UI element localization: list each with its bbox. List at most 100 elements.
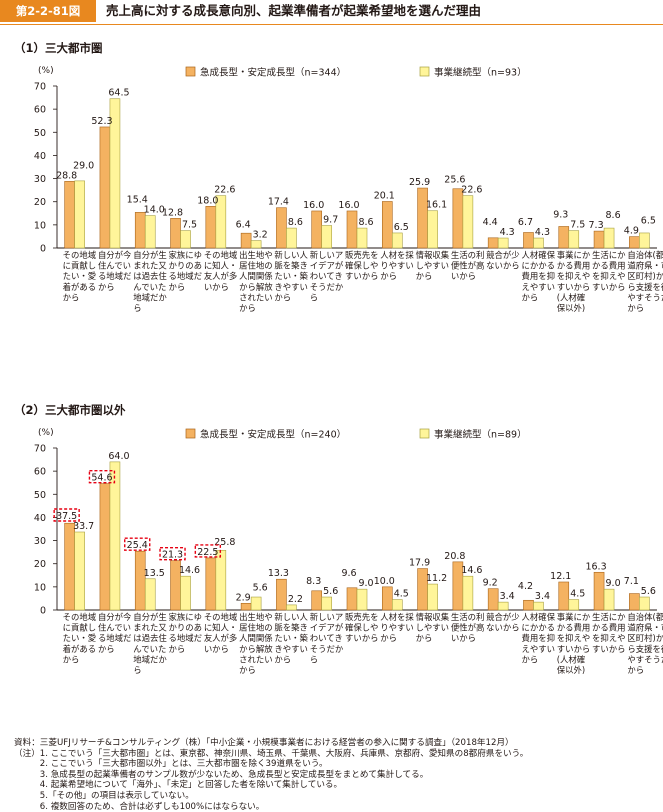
highlight-box [194, 544, 222, 558]
legend-swatch [185, 66, 196, 77]
bar-series1 [593, 230, 605, 249]
category-label: に貢献し [63, 261, 97, 271]
note-3: 3. 急成長型の起業準備者のサンプル数が少ないため、急成長型と安定成長型をまとめ… [14, 769, 429, 780]
category-label: から [274, 654, 291, 664]
bar-series2 [497, 237, 509, 249]
data-label-series2: 3.4 [535, 591, 550, 602]
category-label: ら [133, 665, 141, 675]
category-label: 出生地や [239, 250, 273, 260]
bar-series1 [487, 588, 499, 611]
category-label: しやすい [416, 261, 449, 271]
y-tick-label: 40 [34, 513, 46, 524]
category-label: 居住地の [239, 261, 273, 271]
bar-series1 [134, 212, 146, 249]
y-tick-label: 0 [40, 244, 46, 255]
bar-series1 [381, 586, 393, 611]
data-label-series1: 4.2 [518, 581, 533, 592]
bar-series2 [356, 227, 368, 249]
category-label: 脈を築き [274, 261, 308, 271]
data-label-series2: 6.5 [641, 216, 656, 227]
category-label: きやすい [274, 644, 308, 654]
category-label: されたい [239, 292, 273, 302]
category-label: 人間関係 [239, 271, 273, 281]
highlight-box [124, 537, 151, 551]
bar-series1 [134, 550, 146, 611]
category-label: から [627, 665, 644, 675]
category-label: 事業にか [557, 612, 591, 622]
category-label: から解放 [239, 644, 273, 654]
category-label: (人材確 [557, 292, 585, 302]
y-tick-label: 70 [34, 82, 46, 93]
note-4: 4. 起業希望地について「海外」、「未定」と回答した者を除いて集計している。 [14, 780, 343, 791]
legend-label: 事業継続型（n=93） [434, 67, 527, 79]
bar-series2 [462, 195, 474, 249]
data-label-series1: 2.9 [236, 592, 251, 603]
category-label: かる費用 [557, 261, 591, 271]
category-label: まれた又 [133, 623, 167, 633]
bar-series1 [170, 218, 181, 249]
category-label: 便性が高 [451, 623, 485, 633]
category-label: から [98, 282, 115, 292]
data-label-series1: 22.5 [197, 547, 218, 558]
category-label: から [416, 271, 433, 281]
note-2: 2. ここでいう「三大都市圏以外」とは、三大都市圏を除く39道県をいう。 [14, 759, 328, 770]
category-label: かる費用 [557, 623, 591, 633]
bar-series2 [533, 237, 544, 249]
category-label: ら [133, 303, 141, 313]
data-label-series2: 64.5 [108, 88, 129, 99]
bar-series2 [109, 461, 121, 611]
data-label-series2: 9.0 [606, 578, 621, 589]
data-label-series2: 9.7 [323, 215, 338, 226]
y-tick-label: 30 [34, 174, 46, 185]
category-label: 販売先を [345, 612, 379, 622]
data-label-series1: 54.6 [91, 473, 112, 484]
data-label-series2: 4.3 [500, 227, 515, 238]
data-label-series2: 7.5 [570, 220, 585, 231]
bar-series2 [427, 210, 438, 249]
category-label: 地域だか [133, 292, 167, 302]
category-label: きやすい [274, 282, 308, 292]
y-axis-unit: (%) [38, 66, 54, 76]
data-label-series2: 16.1 [426, 200, 447, 211]
bar-series1 [452, 188, 464, 249]
data-label-series2: 14.6 [179, 565, 200, 576]
category-label: を抑えや [592, 633, 626, 643]
bar-series2 [462, 575, 474, 611]
bar-series1 [487, 237, 499, 249]
data-label-series1: 17.4 [268, 197, 289, 208]
category-label: しやすい [416, 623, 449, 633]
category-label: その地域 [204, 612, 238, 622]
bar-series1 [417, 187, 428, 249]
category-label: にかかる [521, 261, 555, 271]
bar-series1 [523, 232, 534, 249]
category-label: えやすい [521, 282, 555, 292]
category-label: 競合が少 [486, 250, 520, 260]
bar-series2 [497, 601, 509, 611]
category-label: わいてき [310, 633, 343, 643]
bar-series2 [603, 227, 615, 249]
data-label-series2: 3.4 [500, 591, 515, 602]
category-label: いから [204, 282, 229, 292]
data-label-series2: 5.6 [253, 582, 268, 593]
data-label-series1: 16.3 [585, 561, 606, 572]
data-label-series2: 14.6 [461, 565, 482, 576]
bar-series2 [568, 230, 580, 249]
category-label: えやすい [521, 644, 555, 654]
panel-title: （2）三大都市圏以外 [14, 403, 126, 417]
y-tick-label: 70 [34, 444, 46, 455]
data-label-series1: 16.0 [303, 200, 324, 211]
category-label: その地域 [63, 612, 97, 622]
category-label: に知人・ [204, 623, 238, 633]
data-label-series2: 25.8 [214, 537, 235, 548]
data-label-series1: 25.6 [444, 175, 465, 186]
data-label-series1: 4.9 [624, 226, 639, 237]
bar-series2 [250, 596, 262, 611]
legend-swatch [419, 66, 430, 77]
data-label-series2: 8.6 [606, 210, 621, 221]
category-label: 生活の利 [451, 612, 485, 622]
bar-series2 [215, 195, 227, 249]
category-label: いから [204, 644, 229, 654]
category-label: を抑えや [557, 633, 591, 643]
data-label-series2: 13.5 [144, 568, 165, 579]
category-label: に貢献し [63, 623, 97, 633]
